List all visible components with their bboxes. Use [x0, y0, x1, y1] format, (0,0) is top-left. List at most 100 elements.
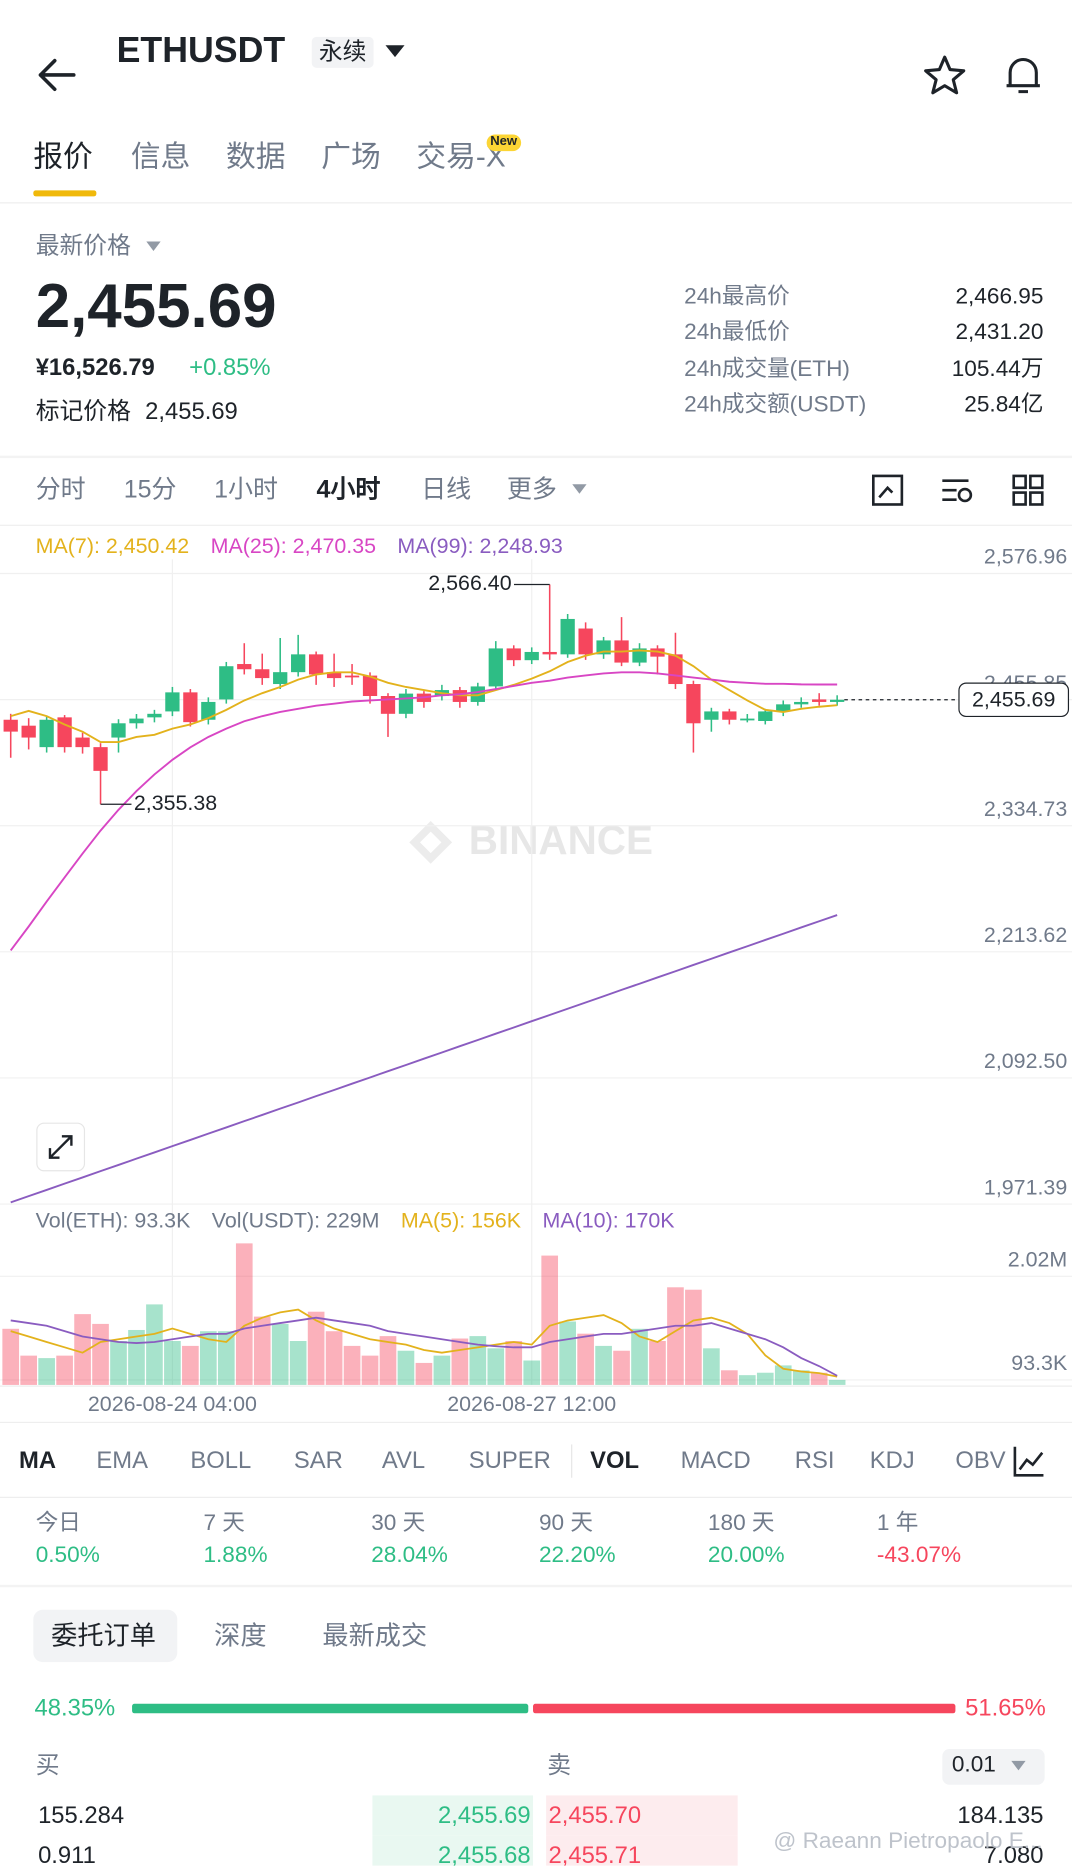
- ask-price: 2,455.70: [548, 1802, 642, 1829]
- book-tab[interactable]: 深度: [214, 1620, 267, 1651]
- sell-header: 卖: [547, 1752, 572, 1779]
- chart-setting-icon[interactable]: [871, 474, 904, 507]
- volume-bar: [828, 1379, 846, 1385]
- candle-body: [201, 701, 216, 720]
- stat-value: 105.44万: [951, 356, 1044, 382]
- period-change: -43.07%: [876, 1542, 962, 1568]
- back-button[interactable]: [33, 55, 81, 95]
- interval-tab[interactable]: 1小时: [214, 476, 279, 504]
- buy-header: 买: [35, 1752, 60, 1779]
- book-tab[interactable]: 最新成交: [322, 1620, 428, 1651]
- mark-price: 2,455.69: [145, 398, 238, 425]
- depth-shade: [546, 1835, 738, 1866]
- candle-body: [75, 737, 90, 748]
- period-label: 今日: [35, 1510, 81, 1536]
- nav-tab[interactable]: 报价: [33, 140, 93, 174]
- candle-body: [794, 701, 809, 705]
- volume-bar: [631, 1328, 648, 1385]
- price-label[interactable]: 最新价格: [35, 233, 131, 260]
- candle-body: [506, 648, 521, 661]
- price-type-dropdown[interactable]: [144, 239, 163, 253]
- indicator-tab[interactable]: MA: [19, 1447, 57, 1475]
- candle-body: [326, 672, 342, 679]
- candle-body: [165, 692, 180, 712]
- favorite-icon[interactable]: [922, 54, 967, 97]
- more-dropdown[interactable]: [570, 482, 589, 496]
- indicator-tab[interactable]: AVL: [381, 1447, 426, 1475]
- volume-bar: [128, 1329, 145, 1385]
- bid-price: 2,455.68: [438, 1843, 531, 1866]
- period-change: 0.50%: [35, 1542, 100, 1568]
- indicator-tab[interactable]: RSI: [794, 1447, 835, 1475]
- indicator-tab[interactable]: SAR: [293, 1447, 343, 1475]
- volume-bar: [343, 1345, 361, 1385]
- nav-tab[interactable]: 广场: [321, 140, 381, 174]
- nav-tab[interactable]: 数据: [226, 140, 286, 174]
- layout-icon[interactable]: [1011, 474, 1044, 507]
- ma-line: [9, 671, 838, 951]
- interval-tab[interactable]: 分时: [35, 476, 86, 504]
- indicator-setting-icon[interactable]: [940, 474, 976, 507]
- interval-tab[interactable]: 日线: [421, 476, 472, 504]
- indicator-tab[interactable]: BOLL: [190, 1447, 252, 1475]
- interval-tab[interactable]: 更多: [506, 476, 557, 504]
- indicator-tab[interactable]: MACD: [680, 1447, 751, 1475]
- stat-label: 24h成交量(ETH): [684, 356, 850, 382]
- precision-box[interactable]: [942, 1749, 1045, 1785]
- ask-price: 2,455.71: [548, 1843, 642, 1866]
- indicator-tab[interactable]: OBV: [955, 1447, 1006, 1475]
- buy-ratio-bar: [132, 1703, 528, 1714]
- candle-body: [273, 672, 288, 685]
- volume-bar: [505, 1341, 523, 1385]
- last-price-label: 2,455.69: [972, 688, 1055, 712]
- divider: [0, 524, 1072, 526]
- period-change: 1.88%: [203, 1542, 268, 1568]
- nav-tab[interactable]: 信息: [130, 140, 191, 174]
- indicator-icon[interactable]: [1011, 1443, 1047, 1479]
- watermark-text: BINANCE: [469, 817, 653, 863]
- interval-tab[interactable]: 4小时: [316, 476, 381, 504]
- fullscreen-button[interactable]: [36, 1122, 86, 1172]
- precision[interactable]: 0.01: [951, 1752, 996, 1778]
- depth-shade: [546, 1795, 738, 1836]
- candle-body: [3, 719, 18, 732]
- y-tick-label: 1,971.39: [984, 1175, 1067, 1199]
- volume-bar: [685, 1289, 702, 1385]
- symbol-dropdown[interactable]: [383, 43, 407, 60]
- period-label: 180 天: [707, 1510, 775, 1536]
- alert-icon[interactable]: [1002, 52, 1045, 97]
- legend-entry: MA(5): 156K: [401, 1209, 522, 1233]
- y-tick-label: 2.02M: [1008, 1248, 1068, 1272]
- volume-bar: [703, 1348, 720, 1385]
- depth-shade: [372, 1835, 534, 1866]
- new-badge: New: [486, 134, 521, 151]
- indicator-tab[interactable]: VOL: [590, 1447, 640, 1475]
- ask-amount: 7.080: [983, 1843, 1044, 1866]
- precision-dropdown[interactable]: [1009, 1759, 1028, 1773]
- active-tab-indicator: [33, 190, 97, 197]
- volume-bar: [379, 1336, 397, 1385]
- volume-bar: [433, 1355, 451, 1385]
- volume-legend: Vol(USDT): 229M: [212, 1209, 380, 1233]
- candle-body: [650, 648, 665, 657]
- watermark-logo: [409, 820, 453, 864]
- indicator-tab[interactable]: KDJ: [869, 1447, 915, 1475]
- volume-bar: [721, 1370, 738, 1385]
- period-label: 7 天: [203, 1510, 245, 1536]
- candle-body: [57, 717, 72, 748]
- indicator-tab[interactable]: SUPER: [468, 1447, 551, 1475]
- indicator-tab[interactable]: EMA: [96, 1447, 148, 1475]
- volume-bar: [756, 1372, 774, 1385]
- bid-price: 2,455.69: [438, 1802, 531, 1829]
- volume-bar: [487, 1348, 505, 1385]
- kline-chart: BINANCE 1,971.39 2,092.50 2,213.62 2,334.73 2…: [0, 534, 1072, 1416]
- footer-watermark: @ Raeann Pietropaolo E...: [773, 1828, 1043, 1854]
- period-label: 30 天: [371, 1510, 426, 1536]
- book-tab[interactable]: 委托订单: [51, 1620, 156, 1651]
- volume-legend: Vol(ETH): 93.3K: [36, 1209, 191, 1233]
- divider: [0, 202, 1072, 204]
- interval-tab[interactable]: 15分: [123, 476, 177, 504]
- volume-bar: [451, 1338, 469, 1385]
- x-tick-label: 2026-08-24 04:00: [88, 1392, 257, 1416]
- y-tick-label: 2,213.62: [984, 923, 1067, 947]
